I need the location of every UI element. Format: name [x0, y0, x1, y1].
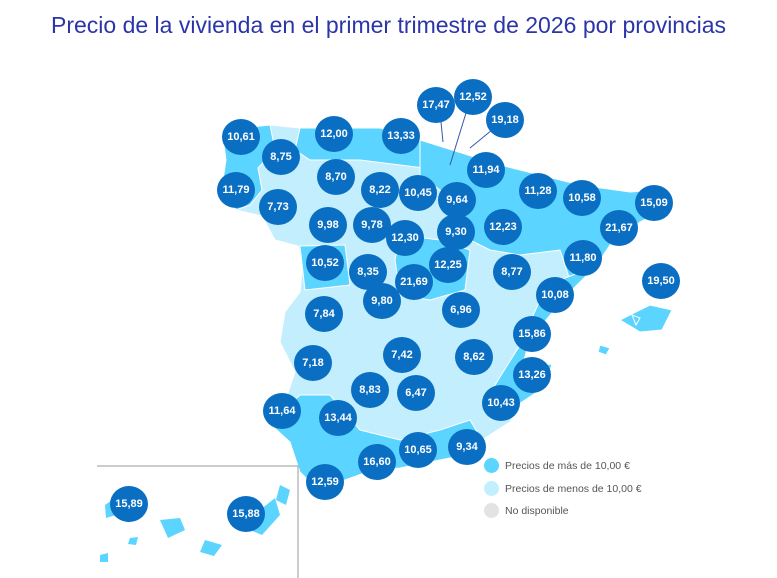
price-marker: 8,75 — [262, 139, 300, 175]
legend-na: No disponible — [484, 503, 569, 518]
price-marker: 12,52 — [454, 79, 492, 115]
price-marker: 21,67 — [600, 210, 638, 246]
price-marker: 8,22 — [361, 172, 399, 208]
price-marker: 6,96 — [442, 292, 480, 328]
price-marker: 10,58 — [563, 180, 601, 216]
price-marker: 11,79 — [217, 172, 255, 208]
leader-lines — [440, 112, 493, 166]
price-marker: 7,18 — [294, 345, 332, 381]
legend-below: Precios de menos de 10,00 € — [484, 481, 642, 496]
legend-label: No disponible — [505, 504, 569, 517]
price-marker: 11,94 — [467, 152, 505, 188]
price-marker: 9,80 — [363, 283, 401, 319]
legend-dot-below — [484, 481, 499, 496]
price-marker: 15,09 — [635, 185, 673, 221]
price-marker: 12,59 — [306, 464, 344, 500]
legend-dot-above — [484, 458, 499, 473]
price-marker: 10,65 — [399, 432, 437, 468]
price-marker: 11,64 — [263, 393, 301, 429]
price-marker: 9,78 — [353, 207, 391, 243]
price-marker: 6,47 — [397, 375, 435, 411]
legend-dot-na — [484, 503, 499, 518]
price-marker: 10,45 — [399, 175, 437, 211]
canary-inset — [97, 465, 299, 578]
price-marker: 15,86 — [513, 316, 551, 352]
price-marker: 16,60 — [358, 444, 396, 480]
price-marker: 17,47 — [417, 87, 455, 123]
legend-label: Precios de más de 10,00 € — [505, 459, 630, 472]
legend-label: Precios de menos de 10,00 € — [505, 482, 642, 495]
price-marker: 7,73 — [259, 189, 297, 225]
price-marker: 11,80 — [564, 240, 602, 276]
price-marker: 10,08 — [536, 277, 574, 313]
price-marker: 8,62 — [455, 339, 493, 375]
price-marker: 12,00 — [315, 116, 353, 152]
price-marker: 8,77 — [493, 254, 531, 290]
price-marker: 13,33 — [382, 118, 420, 154]
price-marker: 7,84 — [305, 296, 343, 332]
map-title: Precio de la vivienda en el primer trime… — [51, 12, 726, 38]
price-marker: 19,50 — [642, 263, 680, 299]
price-marker: 19,18 — [486, 102, 524, 138]
price-marker: 9,30 — [437, 214, 475, 250]
price-marker: 9,98 — [309, 207, 347, 243]
price-marker: 10,52 — [306, 245, 344, 281]
price-marker: 12,25 — [429, 247, 467, 283]
price-marker: 9,64 — [438, 182, 476, 218]
price-marker: 13,44 — [319, 400, 357, 436]
price-marker: 21,69 — [395, 264, 433, 300]
price-marker: 12,30 — [386, 220, 424, 256]
price-marker: 11,28 — [519, 173, 557, 209]
price-marker: 8,70 — [317, 159, 355, 195]
price-marker: 15,89 — [110, 486, 148, 522]
price-marker: 7,42 — [383, 337, 421, 373]
price-marker: 12,23 — [484, 209, 522, 245]
price-marker: 15,88 — [227, 496, 265, 532]
price-marker: 10,43 — [482, 385, 520, 421]
price-marker: 8,83 — [351, 372, 389, 408]
legend-above: Precios de más de 10,00 € — [484, 458, 630, 473]
price-marker: 9,34 — [448, 429, 486, 465]
price-marker: 10,61 — [222, 119, 260, 155]
price-marker: 13,26 — [513, 357, 551, 393]
